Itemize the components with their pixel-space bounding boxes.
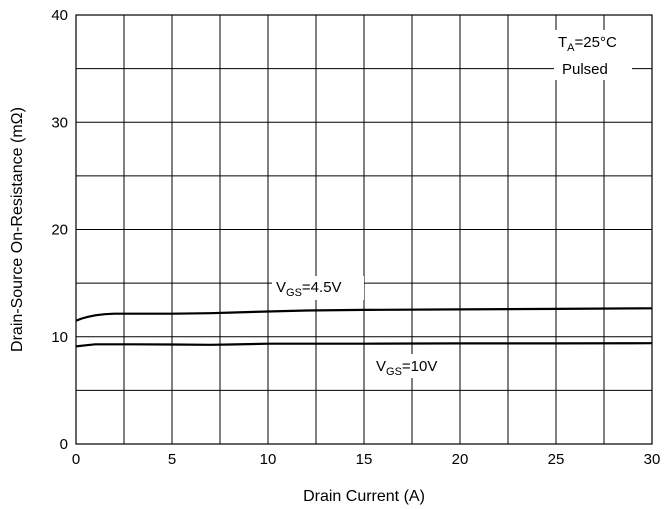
tick-labels: 0 5 10 15 20 25 30 0 10 20 30 40 (51, 7, 660, 468)
temperature-value: =25°C (575, 34, 617, 51)
grid (76, 15, 652, 444)
temperature-label: TA=25°C (558, 34, 617, 54)
x-tick-label: 30 (644, 451, 661, 468)
series-label-background (272, 276, 364, 300)
x-tick-label: 15 (356, 451, 373, 468)
series-line-0 (75, 307, 653, 322)
series-line-1 (75, 342, 653, 348)
y-tick-label: 40 (51, 7, 68, 24)
y-axis-label: Drain-Source On-Resistance (mΩ) (9, 107, 26, 352)
series-label-background (372, 354, 452, 378)
series-label-prefix: V (376, 358, 386, 375)
series-label-vgs-4-5v: VGS=4.5V (272, 276, 364, 300)
x-axis-label: Drain Current (A) (303, 488, 425, 505)
y-tick-label: 0 (60, 436, 68, 453)
series-label-subscript: GS (386, 366, 402, 378)
x-tick-label: 25 (548, 451, 565, 468)
x-tick-label: 20 (452, 451, 469, 468)
temperature-subscript: A (567, 42, 575, 54)
condition-annotation: TA=25°C Pulsed (554, 30, 632, 80)
y-tick-label: 20 (51, 222, 68, 239)
x-tick-label: 0 (72, 451, 80, 468)
series-label-suffix: =10V (402, 358, 437, 375)
curves (75, 307, 653, 348)
x-tick-label: 10 (260, 451, 277, 468)
y-tick-label: 10 (51, 329, 68, 346)
series-label-prefix: V (276, 279, 286, 296)
pulsed-label: Pulsed (562, 61, 608, 78)
series-label-subscript: GS (286, 287, 302, 299)
series-label-text: VGS=4.5V (276, 279, 342, 299)
annotation-background (554, 30, 632, 80)
temperature-prefix: T (558, 34, 567, 51)
plot-frame (75, 14, 653, 445)
series-label-vgs-10v: VGS=10V (372, 354, 452, 378)
y-tick-label: 30 (51, 114, 68, 131)
series-label-suffix: =4.5V (302, 279, 342, 296)
series-label-text: VGS=10V (376, 358, 437, 378)
x-tick-label: 5 (168, 451, 176, 468)
